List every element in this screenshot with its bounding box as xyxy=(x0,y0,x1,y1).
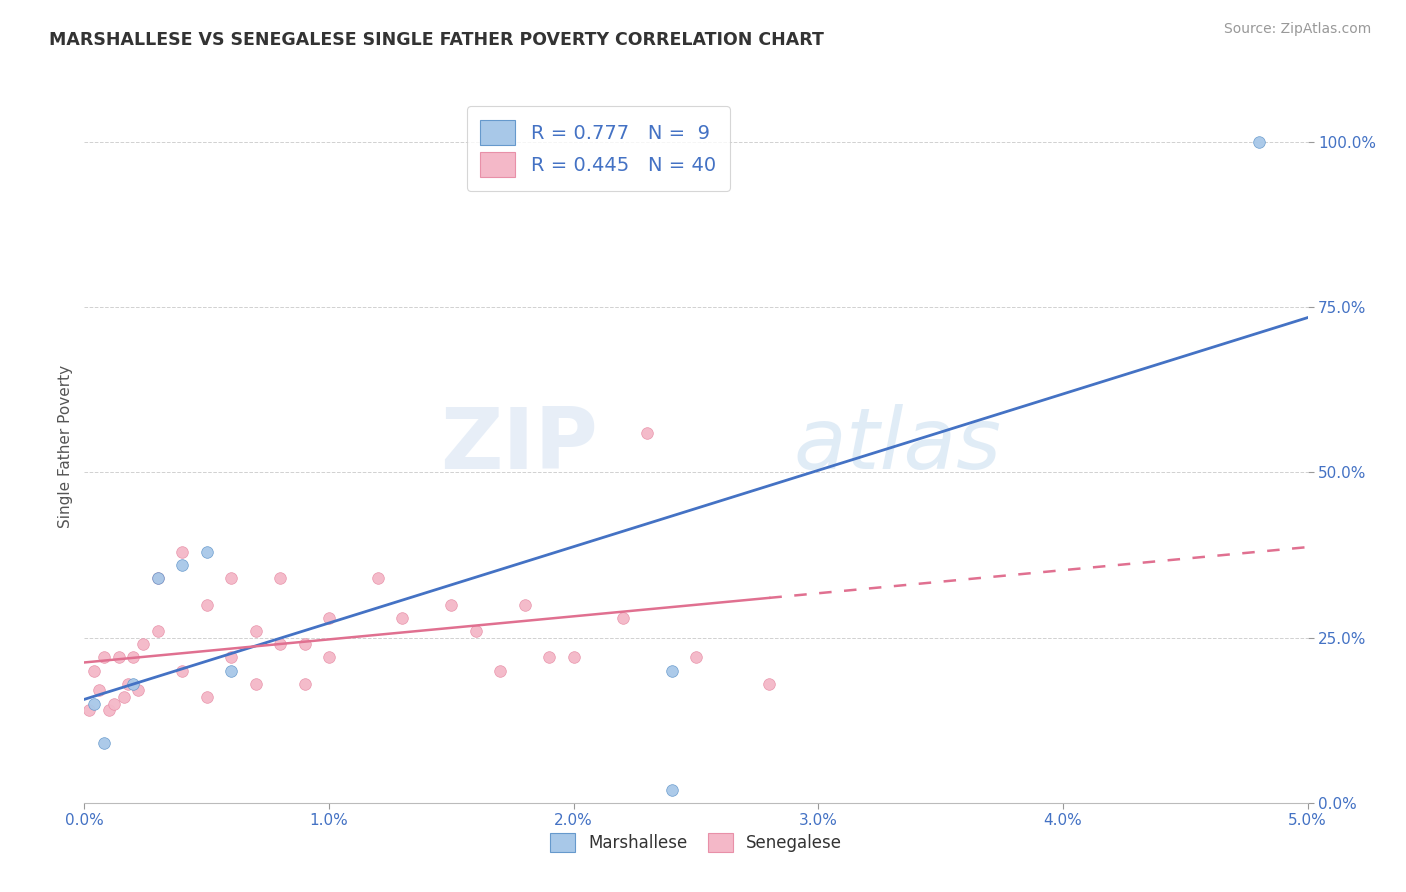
Point xyxy=(112,690,135,704)
Point xyxy=(146,571,169,585)
Point xyxy=(87,683,110,698)
Point xyxy=(562,650,585,665)
Y-axis label: Single Father Poverty: Single Father Poverty xyxy=(58,365,73,527)
Legend: Marshallese, Senegalese: Marshallese, Senegalese xyxy=(543,827,849,859)
Point xyxy=(661,664,683,678)
Point xyxy=(440,598,463,612)
Point xyxy=(83,697,105,711)
Point xyxy=(612,611,634,625)
Point xyxy=(269,637,291,651)
Point xyxy=(93,650,115,665)
Point xyxy=(294,677,316,691)
Point xyxy=(219,664,242,678)
Point xyxy=(195,598,218,612)
Point xyxy=(661,782,683,797)
Point xyxy=(636,425,658,440)
Text: MARSHALLESE VS SENEGALESE SINGLE FATHER POVERTY CORRELATION CHART: MARSHALLESE VS SENEGALESE SINGLE FATHER … xyxy=(49,31,824,49)
Point xyxy=(122,677,145,691)
Point xyxy=(83,664,105,678)
Point xyxy=(391,611,413,625)
Point xyxy=(172,558,194,572)
Point xyxy=(245,677,267,691)
Point xyxy=(219,571,242,585)
Point xyxy=(77,703,100,717)
Point xyxy=(117,677,139,691)
Point xyxy=(195,545,218,559)
Point xyxy=(294,637,316,651)
Point xyxy=(489,664,512,678)
Point xyxy=(513,598,536,612)
Point xyxy=(146,571,169,585)
Point xyxy=(318,650,340,665)
Point xyxy=(122,650,145,665)
Point xyxy=(758,677,780,691)
Point xyxy=(464,624,486,638)
Point xyxy=(107,650,129,665)
Point xyxy=(97,703,120,717)
Text: ZIP: ZIP xyxy=(440,404,598,488)
Point xyxy=(172,545,194,559)
Point xyxy=(367,571,389,585)
Point xyxy=(195,690,218,704)
Point xyxy=(127,683,149,698)
Point xyxy=(269,571,291,585)
Point xyxy=(538,650,561,665)
Point xyxy=(103,697,125,711)
Point xyxy=(172,664,194,678)
Text: Source: ZipAtlas.com: Source: ZipAtlas.com xyxy=(1223,22,1371,37)
Text: atlas: atlas xyxy=(794,404,1002,488)
Point xyxy=(318,611,340,625)
Point xyxy=(93,736,115,750)
Point xyxy=(245,624,267,638)
Point xyxy=(132,637,155,651)
Point xyxy=(146,624,169,638)
Point xyxy=(685,650,707,665)
Point xyxy=(219,650,242,665)
Point xyxy=(1247,135,1270,149)
